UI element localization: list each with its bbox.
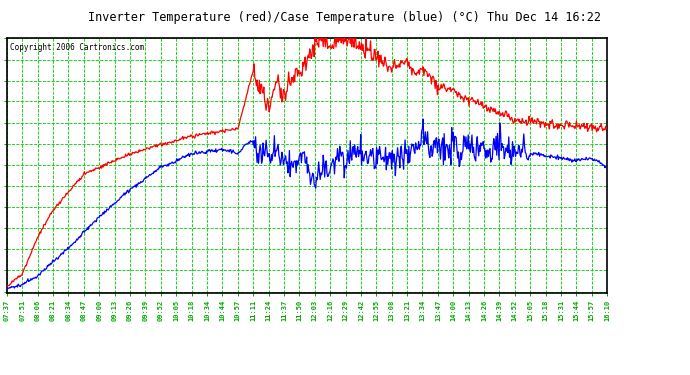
Text: Inverter Temperature (red)/Case Temperature (blue) (°C) Thu Dec 14 16:22: Inverter Temperature (red)/Case Temperat…: [88, 11, 602, 24]
Text: Copyright 2006 Cartronics.com: Copyright 2006 Cartronics.com: [10, 43, 144, 52]
